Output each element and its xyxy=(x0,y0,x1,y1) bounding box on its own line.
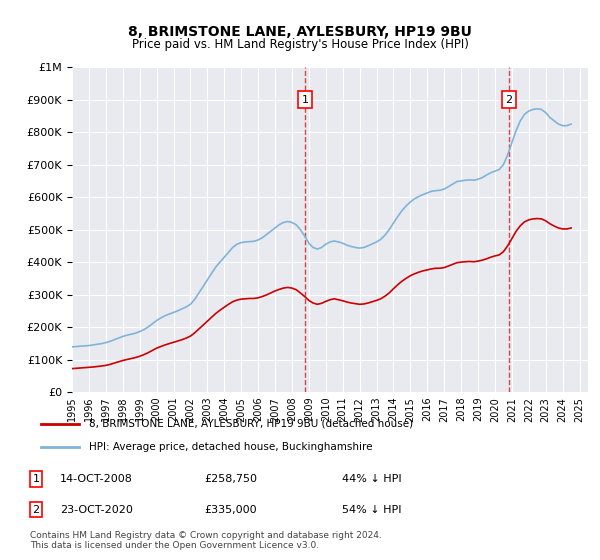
Text: 1: 1 xyxy=(32,474,40,484)
Text: 54% ↓ HPI: 54% ↓ HPI xyxy=(342,505,401,515)
Text: Contains HM Land Registry data © Crown copyright and database right 2024.
This d: Contains HM Land Registry data © Crown c… xyxy=(30,530,382,550)
Text: 2: 2 xyxy=(32,505,40,515)
Text: 2: 2 xyxy=(505,95,512,105)
Text: Price paid vs. HM Land Registry's House Price Index (HPI): Price paid vs. HM Land Registry's House … xyxy=(131,38,469,51)
Text: 8, BRIMSTONE LANE, AYLESBURY, HP19 9BU (detached house): 8, BRIMSTONE LANE, AYLESBURY, HP19 9BU (… xyxy=(89,419,413,429)
Text: 1: 1 xyxy=(302,95,309,105)
Text: £258,750: £258,750 xyxy=(204,474,257,484)
Text: 8, BRIMSTONE LANE, AYLESBURY, HP19 9BU: 8, BRIMSTONE LANE, AYLESBURY, HP19 9BU xyxy=(128,25,472,39)
Text: 23-OCT-2020: 23-OCT-2020 xyxy=(60,505,133,515)
Text: 14-OCT-2008: 14-OCT-2008 xyxy=(60,474,133,484)
Text: HPI: Average price, detached house, Buckinghamshire: HPI: Average price, detached house, Buck… xyxy=(89,442,373,452)
Text: £335,000: £335,000 xyxy=(204,505,257,515)
Text: 44% ↓ HPI: 44% ↓ HPI xyxy=(342,474,401,484)
